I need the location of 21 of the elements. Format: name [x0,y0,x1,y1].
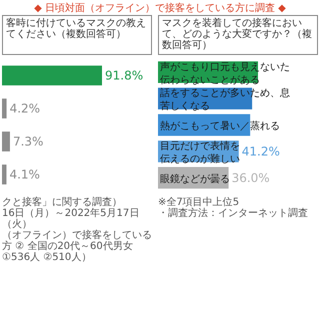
bar [2,132,10,152]
y-tick-label: 眼鏡などが曇る [160,171,230,185]
bar [2,66,102,86]
text: ・調査方法：インターネット調査 [158,208,308,219]
data-label: 4.1% [9,168,40,182]
text: ※全7項目中上位5 [158,197,240,208]
text: （オフライン）で接客をしている方 ② 全国の20代～60代男女 [2,230,152,252]
bar [2,98,7,118]
data-label: 7.3% [12,134,44,148]
text: ①536人 ②510人） [2,252,92,263]
y-tick-label: 熱がこもって暑い／蒸れる [160,118,280,132]
data-label: 36.0% [232,170,270,185]
data-label: 41.2% [242,144,280,158]
text: 16日（月）～2022年5月17日（火） [2,208,140,230]
data-label: 91.8% [105,68,144,82]
text: クと接客」に関する調査） [2,197,122,208]
text: ◆ 日頃対面（オフライン）で接客をしている方に調査 ◆ [33,2,287,15]
chart-subtitle: マスクを装着しての接客において、どのような大変ですか？（複数回答可） [158,15,318,55]
bar [2,164,6,184]
chart-subtitle: 客時に付けているマスクの教えてください（複数回答可） [2,15,152,55]
data-label: 4.2% [10,102,40,116]
